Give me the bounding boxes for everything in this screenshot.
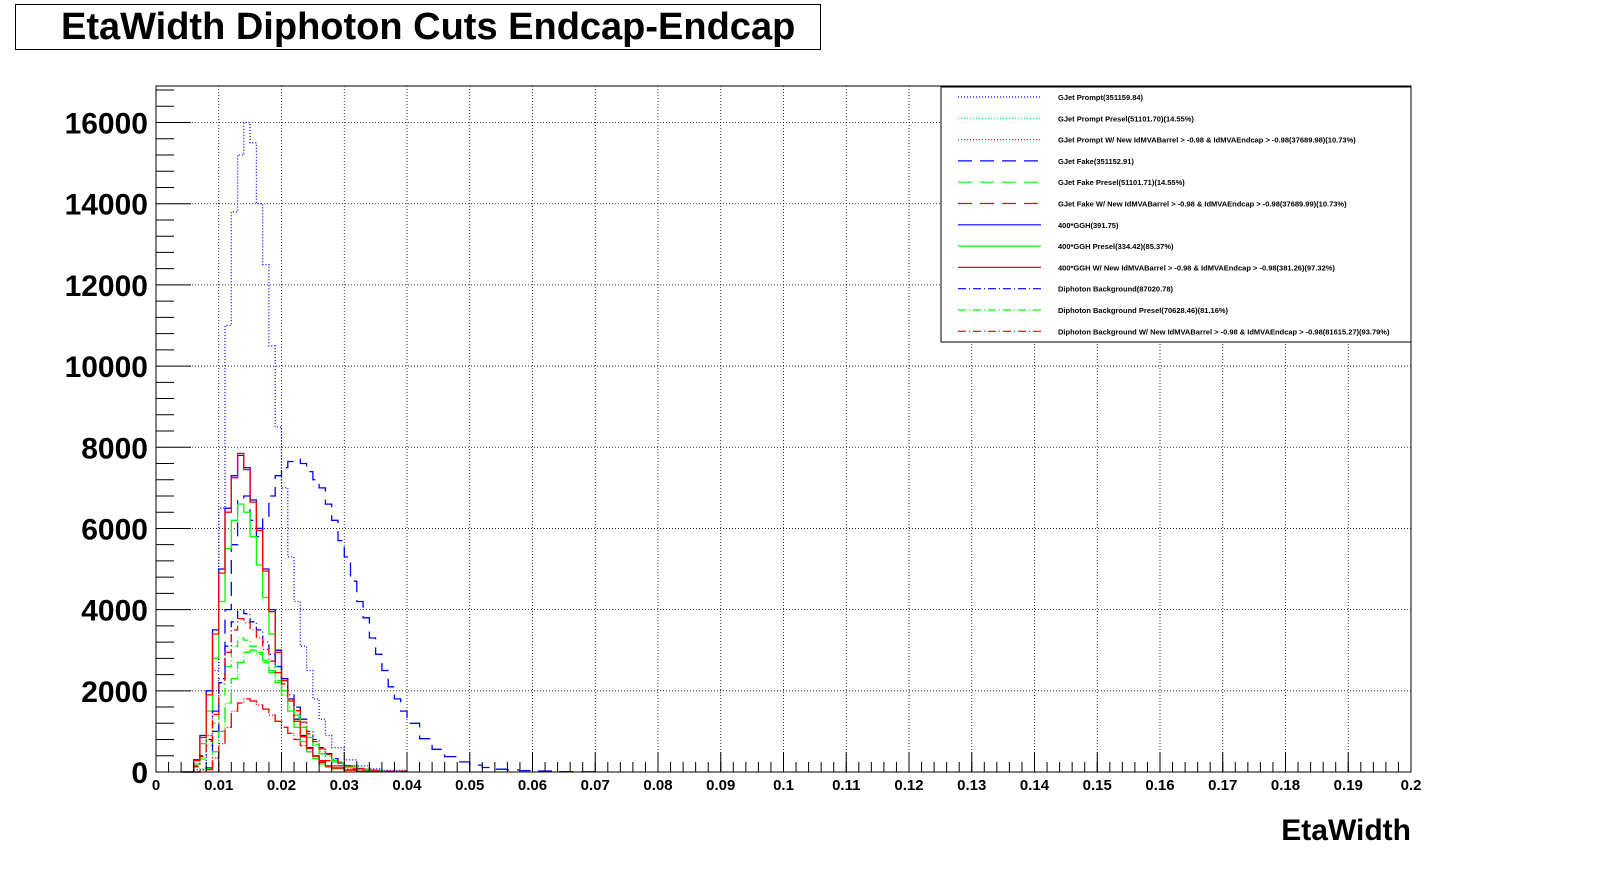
x-tick-label: 0.15	[1083, 777, 1112, 794]
legend-entry: 400*GGH Presel(334.42)(85.37%)	[1058, 242, 1174, 251]
y-tick-label: 14000	[65, 189, 148, 222]
legend-entry: GJet Prompt Presel(51101.70)(14.55%)	[1058, 114, 1194, 123]
y-tick-label: 16000	[65, 108, 148, 141]
legend-entry: GJet Prompt W/ New IdMVABarrel > -0.98 &…	[1058, 136, 1356, 145]
chart-title: EtaWidth Diphoton Cuts Endcap-Endcap	[61, 6, 796, 48]
y-tick-label: 6000	[81, 513, 148, 546]
x-tick-label: 0.2	[1401, 777, 1422, 794]
legend-entry: GJet Fake W/ New IdMVABarrel > -0.98 & I…	[1058, 200, 1347, 209]
y-tick-label: 12000	[65, 270, 148, 303]
x-tick-label: 0.19	[1334, 777, 1363, 794]
x-tick-label: 0.14	[1020, 777, 1050, 794]
series-line	[187, 698, 383, 773]
legend-entry: GJet Fake Presel(51101.71)(14.55%)	[1058, 178, 1185, 187]
y-tick-label: 0	[131, 757, 148, 790]
legend-entry: Diphoton Background W/ New IdMVABarrel >…	[1058, 327, 1390, 336]
x-tick-label: 0.09	[706, 777, 735, 794]
y-tick-label: 10000	[65, 351, 148, 384]
series-line	[187, 458, 596, 773]
series-line	[187, 649, 383, 773]
plot-frame	[155, 85, 1412, 773]
legend-entry: GJet Fake(351152.91)	[1058, 157, 1134, 166]
x-tick-label: 0.1	[773, 777, 794, 794]
legend-entry: 400*GGH W/ New IdMVABarrel > -0.98 & IdM…	[1058, 263, 1335, 272]
y-tick-label: 4000	[81, 595, 148, 628]
legend: GJet Prompt(351159.84) GJet Prompt Presel…	[940, 86, 1412, 343]
x-tick-label: 0.17	[1208, 777, 1237, 794]
x-tick-label: 0	[152, 777, 160, 794]
axes: 0 0.01 0.02 0.03 0.04 0.05 0.06 0.07 0.08 0.09 0.1…	[65, 89, 1422, 794]
legend-entry: Diphoton Background Presel(70628.46)(81.…	[1058, 306, 1229, 315]
x-tick-label: 0.13	[957, 777, 986, 794]
x-tick-label: 0.12	[894, 777, 923, 794]
legend-box	[940, 86, 1412, 343]
legend-entry: 400*GGH(391.75)	[1058, 221, 1119, 230]
x-tick-label: 0.04	[392, 777, 422, 794]
series-line	[187, 698, 383, 773]
series-line	[181, 121, 408, 773]
series-group	[181, 121, 596, 773]
x-axis-label: EtaWidth	[1281, 814, 1411, 847]
title-box: EtaWidth Diphoton Cuts Endcap-Endcap	[15, 4, 821, 50]
x-tick-label: 0.06	[518, 777, 547, 794]
legend-entry: Diphoton Background(87020.78)	[1058, 285, 1174, 294]
x-tick-label: 0.02	[267, 777, 296, 794]
x-tick-label: 0.11	[832, 777, 860, 794]
x-tick-label: 0.01	[204, 777, 233, 794]
x-tick-label: 0.16	[1145, 777, 1174, 794]
x-tick-label: 0.07	[581, 777, 610, 794]
y-tick-label: 8000	[81, 432, 148, 465]
x-tick-label: 0.08	[643, 777, 672, 794]
x-tick-label: 0.05	[455, 777, 484, 794]
x-tick-label: 0.03	[330, 777, 359, 794]
legend-entry: GJet Prompt(351159.84)	[1058, 93, 1144, 102]
x-tick-label: 0.18	[1271, 777, 1300, 794]
series-line	[181, 617, 408, 773]
y-tick-label: 2000	[81, 676, 148, 709]
